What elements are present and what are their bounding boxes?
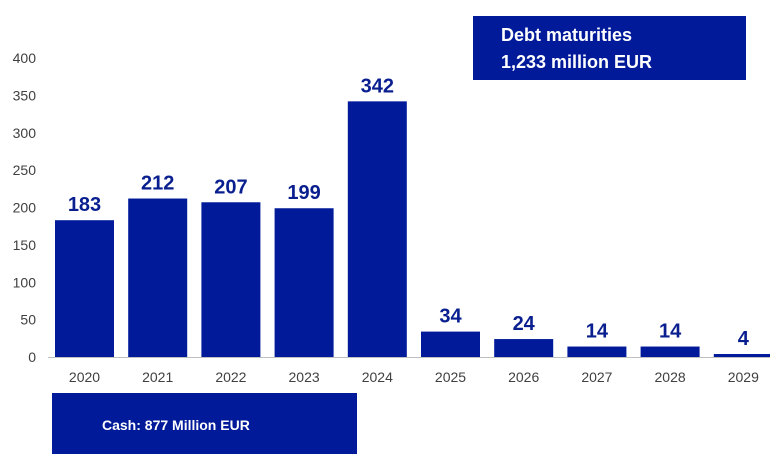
x-tick-label-2028: 2028 [655, 369, 686, 385]
y-tick-label: 100 [13, 274, 37, 290]
data-label-2023: 199 [287, 182, 320, 204]
y-axis-ticks: 0 50 100 150 200 250 300 350 400 [13, 50, 37, 365]
data-label-2028: 14 [659, 321, 682, 343]
cash-box [52, 393, 357, 454]
bars [55, 101, 770, 357]
data-label-2020: 183 [68, 194, 101, 216]
bar-2027 [567, 346, 627, 357]
y-tick-label: 0 [28, 349, 36, 365]
x-tick-label-2027: 2027 [581, 369, 612, 385]
data-label-2021: 212 [141, 173, 174, 195]
x-tick-label-2020: 2020 [69, 369, 100, 385]
y-tick-label: 150 [13, 237, 37, 253]
data-label-2022: 207 [214, 176, 247, 198]
debt-maturities-total: 1,233 million EUR [501, 52, 652, 72]
bar-2029 [713, 354, 770, 357]
debt-maturities-banner: Debt maturities 1,233 million EUR [473, 16, 746, 80]
x-tick-label-2023: 2023 [289, 369, 320, 385]
data-label-2027: 14 [586, 321, 609, 343]
x-tick-label-2021: 2021 [142, 369, 173, 385]
bar-2025 [421, 331, 480, 357]
y-tick-label: 400 [13, 50, 37, 66]
data-label-2025: 34 [439, 306, 462, 328]
data-label-2029: 4 [738, 328, 750, 350]
x-tick-label-2029: 2029 [728, 369, 759, 385]
bar-2028 [640, 346, 700, 357]
x-tick-label-2024: 2024 [362, 369, 393, 385]
cash-banner: Cash: 877 Million EUR [52, 393, 357, 454]
y-tick-label: 350 [13, 87, 37, 103]
x-tick-label-2026: 2026 [508, 369, 539, 385]
y-tick-label: 300 [13, 125, 37, 141]
bar-2022 [201, 202, 261, 357]
debt-maturities-box [473, 16, 746, 80]
y-tick-label: 200 [13, 200, 37, 216]
bar-2021 [128, 198, 188, 357]
data-label-2026: 24 [513, 313, 536, 335]
x-axis-ticks: 2020 2021 2022 2023 2024 2025 2026 2027 2028 2029 [69, 369, 759, 385]
x-tick-label-2022: 2022 [215, 369, 246, 385]
bar-2023 [274, 208, 334, 357]
bar-2024 [347, 101, 407, 357]
y-tick-label: 250 [13, 162, 37, 178]
x-tick-label-2025: 2025 [435, 369, 466, 385]
data-label-2024: 342 [361, 75, 394, 97]
bar-2026 [494, 339, 554, 357]
debt-maturities-title: Debt maturities [501, 25, 632, 45]
data-labels: 183 212 207 199 342 34 24 14 14 4 [68, 75, 750, 350]
y-tick-label: 50 [20, 312, 36, 328]
cash-label: Cash: 877 Million EUR [102, 417, 250, 433]
bar-2020 [55, 220, 114, 357]
